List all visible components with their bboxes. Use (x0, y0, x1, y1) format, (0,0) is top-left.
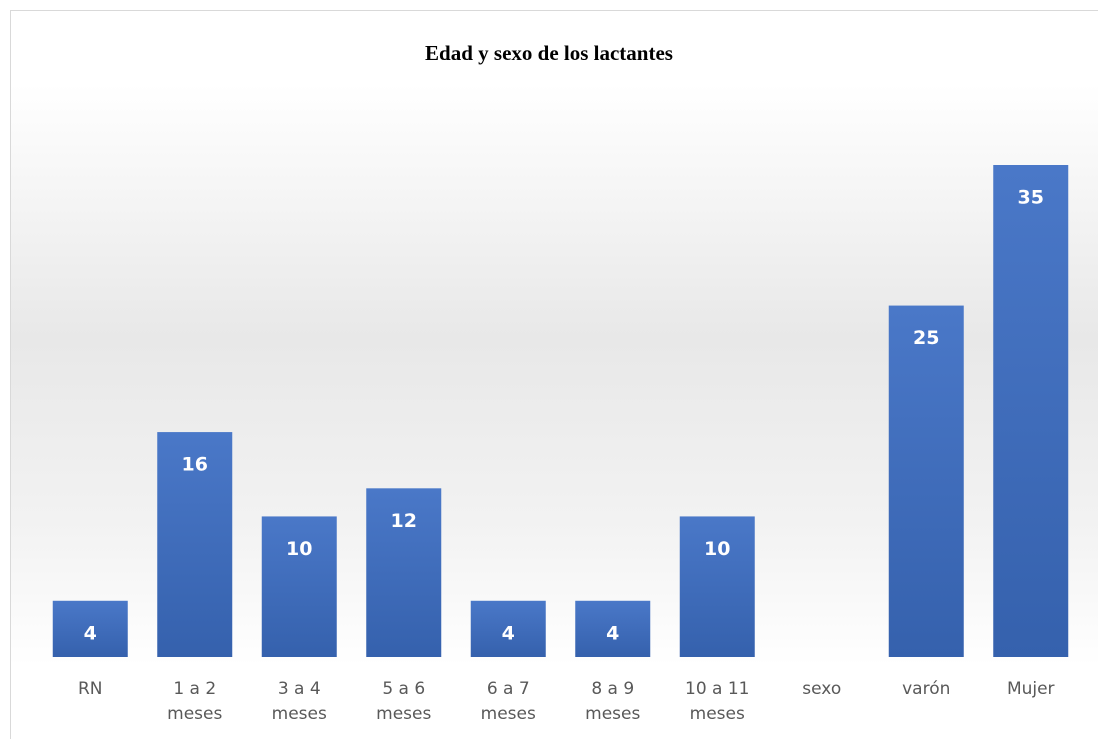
x-tick-label: 1 a 2 meses (167, 679, 223, 724)
x-tick-label: 5 a 6 meses (376, 679, 432, 724)
x-tick-label: 3 a 4 meses (271, 679, 327, 724)
x-tick-label: RN (77, 679, 103, 699)
x-tick-label: 6 a 7 meses (480, 679, 536, 724)
bar (888, 305, 964, 657)
x-tick-label: Mujer (1006, 679, 1055, 699)
x-tick-label: 8 a 9 meses (585, 679, 641, 724)
value-label: 4 (606, 622, 619, 644)
x-tick-label: varón (902, 679, 951, 699)
value-label: 16 (182, 454, 208, 476)
value-label: 12 (391, 510, 417, 532)
bar (366, 488, 442, 657)
value-label: 4 (84, 622, 97, 644)
bar (157, 432, 233, 657)
bar (993, 165, 1069, 657)
value-label: 10 (286, 538, 312, 560)
value-label: 10 (704, 538, 730, 560)
bar (52, 600, 128, 657)
bar (679, 516, 755, 657)
x-tick-label: 10 a 11 meses (685, 679, 750, 724)
value-label: 25 (913, 327, 939, 349)
value-label: 4 (502, 622, 515, 644)
bar (575, 600, 651, 657)
bar (261, 516, 337, 657)
value-label: 35 (1018, 187, 1044, 209)
x-tick-label: sexo (802, 679, 842, 699)
chart-title: Edad y sexo de los lactantes (425, 41, 673, 65)
bar (470, 600, 546, 657)
